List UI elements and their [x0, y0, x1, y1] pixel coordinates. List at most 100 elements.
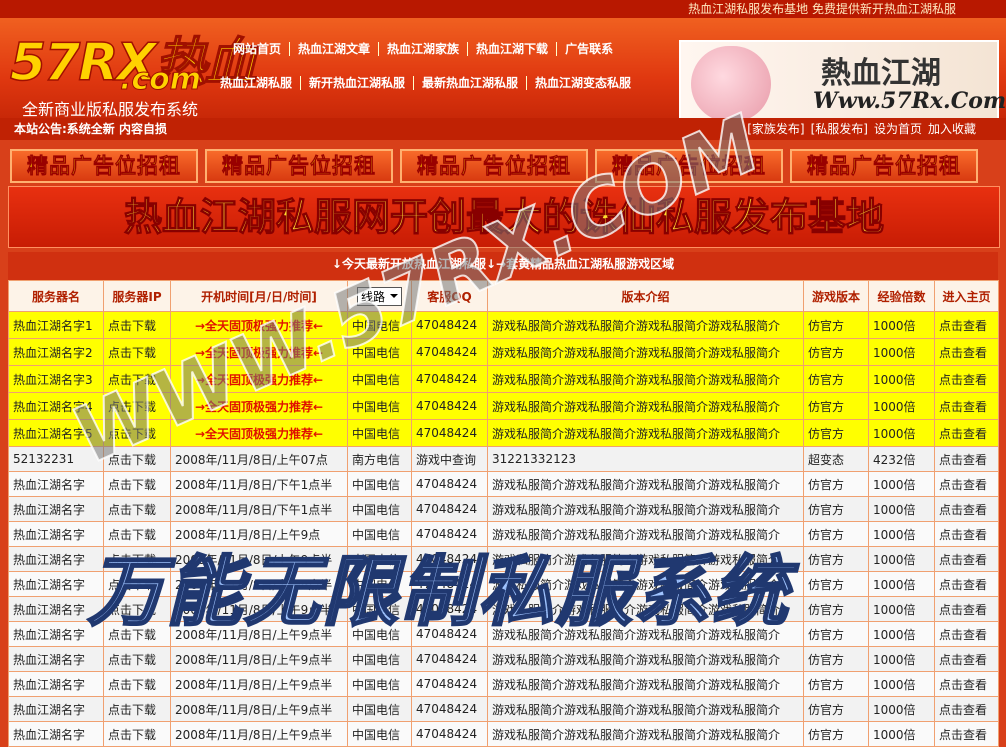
link[interactable]: 加入收藏	[927, 122, 976, 136]
cell: 热血江湖名字3	[8, 365, 104, 393]
cell[interactable]: 点击查看	[934, 446, 999, 472]
ad-slot[interactable]: 精品广告位招租	[205, 149, 393, 183]
cell[interactable]: 点击查看	[934, 546, 999, 572]
link[interactable]: [家族发布]	[747, 122, 805, 136]
cell[interactable]: 点击查看	[934, 338, 999, 366]
cell[interactable]: 点击查看	[934, 419, 999, 447]
ad-slot[interactable]: 精品广告位招租	[790, 149, 978, 183]
cell: 仿官方	[803, 621, 869, 647]
table-row: 热血江湖名字 点击下载 2008年/11月/8日/上午9点半 中国电信 47048424…	[8, 546, 999, 572]
cell[interactable]: 点击查看	[934, 311, 999, 339]
cell: 热血江湖名字	[8, 646, 104, 672]
headline[interactable]: 热血江湖私服网开创最大的诛仙私服发布基地	[8, 186, 1000, 248]
cell[interactable]: 点击查看	[934, 596, 999, 622]
cell: 1000倍	[868, 521, 935, 547]
nav-link[interactable]: 新开热血江湖私服	[300, 76, 414, 90]
link[interactable]: [私服发布]	[810, 122, 868, 136]
cell[interactable]: 点击下载	[103, 721, 171, 747]
cell: 47048424	[411, 521, 488, 547]
cell: 中国电信	[347, 671, 412, 697]
cell: 热血江湖名字5	[8, 419, 104, 447]
notice: 本站公告:系统全新 内容自损	[14, 122, 167, 136]
link[interactable]: 设为首页	[873, 122, 922, 136]
cell: 仿官方	[803, 721, 869, 747]
nav-row: 热血江湖私服 新开热血江湖私服 最新热血江湖私服 热血江湖变态私服	[212, 74, 640, 91]
cell[interactable]: 点击查看	[934, 496, 999, 522]
cell: 2008年/11月/8日/下午1点半	[170, 471, 348, 497]
cell: 中国电信	[347, 621, 412, 647]
table-row: 热血江湖名字 点击下载 2008年/11月/8日/下午1点半 中国电信 47048424…	[8, 471, 999, 497]
cell[interactable]: 点击下载	[103, 392, 171, 420]
cell: 1000倍	[868, 546, 935, 572]
cell: 热血江湖名字	[8, 471, 104, 497]
cell[interactable]: 点击查看	[934, 621, 999, 647]
cell[interactable]: 点击下载	[103, 621, 171, 647]
cell: →全天固顶极强力推荐←	[170, 392, 348, 420]
ad-slot[interactable]: 精品广告位招租	[400, 149, 588, 183]
cell: 中国电信	[347, 419, 412, 447]
cell: 1000倍	[868, 496, 935, 522]
nav-link[interactable]: 热血江湖下载	[467, 42, 557, 56]
nav-link[interactable]: 最新热血江湖私服	[413, 76, 527, 90]
cell[interactable]: 点击查看	[934, 646, 999, 672]
nav-link[interactable]: 热血江湖私服	[220, 76, 293, 90]
cell[interactable]: 点击查看	[934, 696, 999, 722]
cell: 中国电信	[347, 546, 412, 572]
nav-link[interactable]: 网站首页	[233, 42, 282, 56]
cell[interactable]: 点击查看	[934, 521, 999, 547]
cell[interactable]: 点击下载	[103, 546, 171, 572]
cell: 4232倍	[868, 446, 935, 472]
cell[interactable]: 点击下载	[103, 496, 171, 522]
cell: 游戏私服简介游戏私服简介游戏私服简介游戏私服简介	[487, 311, 804, 339]
cell: 2008年/11月/8日/上午9点半	[170, 696, 348, 722]
ad-slot[interactable]: 精品广告位招租	[10, 149, 198, 183]
cell[interactable]: 点击下载	[103, 571, 171, 597]
cell[interactable]: 点击下载	[103, 696, 171, 722]
cell[interactable]: 点击下载	[103, 596, 171, 622]
cell[interactable]: 点击查看	[934, 392, 999, 420]
top-text: 热血江湖私服发布基地 免费提供新开热血江湖私服	[688, 2, 956, 16]
cell[interactable]: 点击下载	[103, 646, 171, 672]
banner-image[interactable]: 熱血江湖 Www.57Rx.Com	[679, 40, 1006, 128]
ad-slot[interactable]: 精品广告位招租	[595, 149, 783, 183]
cell: 游戏私服简介游戏私服简介游戏私服简介游戏私服简介	[487, 471, 804, 497]
cell: →全天固顶极强力推荐←	[170, 338, 348, 366]
column-header: 线路	[347, 280, 412, 312]
cell: →全天固顶极强力推荐←	[170, 311, 348, 339]
cell: 中国电信	[347, 392, 412, 420]
cell[interactable]: 点击查看	[934, 471, 999, 497]
cell[interactable]: 点击下载	[103, 419, 171, 447]
cell: 游戏私服简介游戏私服简介游戏私服简介游戏私服简介	[487, 571, 804, 597]
cell[interactable]: 点击下载	[103, 338, 171, 366]
cell: 热血江湖名字	[8, 671, 104, 697]
cell[interactable]: 点击下载	[103, 365, 171, 393]
line-select[interactable]: 线路	[356, 286, 402, 306]
nav-link[interactable]: 热血江湖变态私服	[526, 76, 640, 90]
cell: 游戏私服简介游戏私服简介游戏私服简介游戏私服简介	[487, 419, 804, 447]
top-bar: 热血江湖私服发布基地 免费提供新开热血江湖私服	[0, 0, 1006, 18]
cell: 仿官方	[803, 338, 869, 366]
cell: 47048424	[411, 596, 488, 622]
cell[interactable]: 点击查看	[934, 365, 999, 393]
nav-link[interactable]: 热血江湖家族	[378, 42, 468, 56]
cell[interactable]: 点击查看	[934, 571, 999, 597]
cell[interactable]: 点击下载	[103, 311, 171, 339]
cell: 47048424	[411, 311, 488, 339]
cell: 47048424	[411, 671, 488, 697]
cell: 仿官方	[803, 521, 869, 547]
cell[interactable]: 点击查看	[934, 721, 999, 747]
table-row: 热血江湖名字 点击下载 2008年/11月/8日/上午9点半 中国电信 47048424…	[8, 721, 999, 747]
cell[interactable]: 点击下载	[103, 671, 171, 697]
cell[interactable]: 点击下载	[103, 446, 171, 472]
notice-bar: 本站公告:系统全新 内容自损 [家族发布] [私服发布] 设为首页 加入收藏	[0, 118, 1006, 140]
cell[interactable]: 点击下载	[103, 471, 171, 497]
cell: 游戏私服简介游戏私服简介游戏私服简介游戏私服简介	[487, 621, 804, 647]
table-row: 热血江湖名字 点击下载 2008年/11月/8日/上午9点 中国电信 47048424 游…	[8, 521, 999, 547]
logo[interactable]: 57RX热血	[9, 32, 257, 94]
column-header: 经验倍数	[868, 280, 935, 312]
cell[interactable]: 点击下载	[103, 521, 171, 547]
nav-link[interactable]: 热血江湖文章	[289, 42, 379, 56]
nav-link[interactable]: 广告联系	[556, 42, 622, 56]
cell[interactable]: 点击查看	[934, 671, 999, 697]
column-header: 进入主页	[934, 280, 999, 312]
